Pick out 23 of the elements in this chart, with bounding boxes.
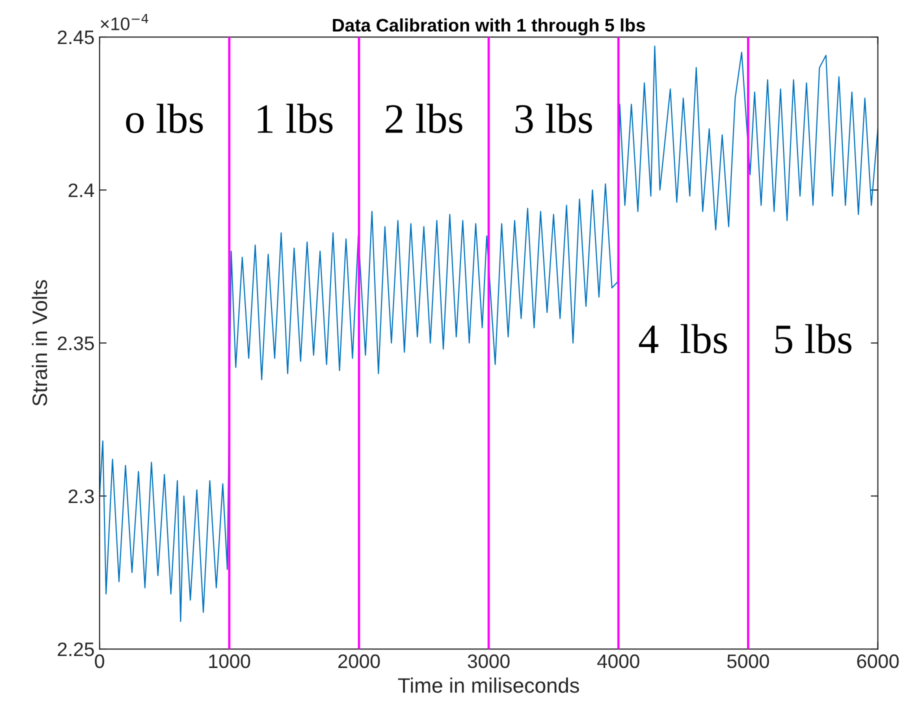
y-tick-label: 2.35: [58, 336, 94, 350]
y-tick-label: 2.4: [68, 183, 94, 198]
chart-title: Data Calibration with 1 through 5 lbs: [332, 18, 645, 36]
x-tick-label: 5000: [727, 654, 770, 668]
x-axis-title: Time in miliseconds: [398, 678, 580, 693]
y-axis-title: Strain in Volts: [32, 280, 48, 406]
line-series: [100, 46, 878, 622]
annotation: o lbs: [126, 104, 203, 134]
annotation: 5 lbs: [775, 324, 852, 354]
x-tick-label: 1000: [209, 654, 250, 668]
annotation: 2 lbs: [386, 104, 462, 134]
y-tick-label: 2.3: [68, 489, 94, 504]
x-tick-label: 6000: [857, 654, 899, 668]
x-tick-label: 2000: [338, 654, 380, 668]
y-tick-label: 2.45: [58, 30, 94, 44]
annotation: 1 lbs: [258, 104, 333, 134]
x-tick-label: 4000: [597, 654, 640, 668]
text: ×10$^{−4}$: [100, 14, 148, 30]
y-tick-label: 2.25: [58, 642, 94, 656]
x-tick-label: 3000: [468, 654, 510, 668]
annotation: 3 lbs: [516, 104, 592, 134]
x-tick-label: 0: [94, 654, 104, 668]
annotation: 4 lbs: [638, 324, 727, 354]
